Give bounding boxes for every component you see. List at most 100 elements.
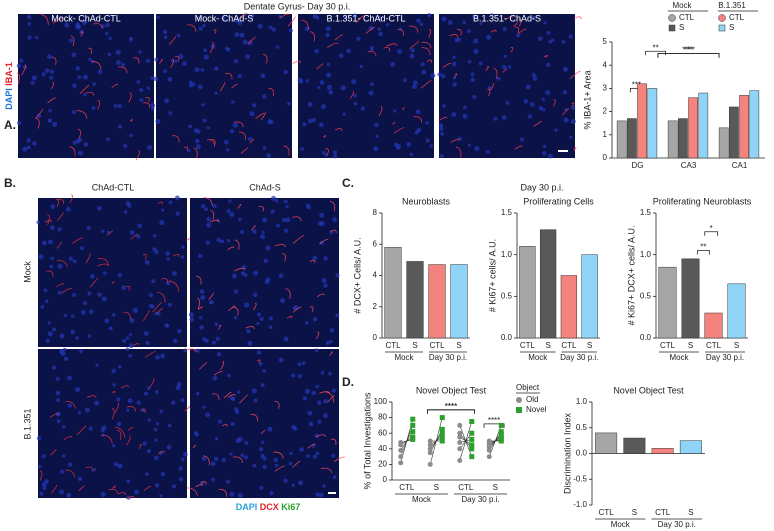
nucleus [38,254,44,260]
nucleus [502,26,507,32]
nucleus [148,292,154,298]
nucleus [212,375,218,381]
point [469,454,475,460]
nucleus [200,204,206,209]
nucleus [101,229,105,233]
bar [698,92,709,159]
nucleus [283,336,289,342]
nucleus [64,22,70,28]
y-tick-label: 3 [603,84,608,93]
nucleus [319,80,325,85]
nucleus [104,318,110,324]
fiber [202,455,210,466]
nucleus [322,484,326,488]
fiber [158,450,165,455]
nucleus [409,53,415,59]
nucleus [274,198,279,203]
nucleus [63,356,69,362]
nucleus [97,206,102,211]
point [427,446,433,452]
nucleus [39,491,44,496]
fiber [543,54,548,58]
fiber [142,254,147,260]
micrograph [292,13,436,159]
nucleus [412,84,417,90]
fiber [450,138,460,143]
fiber [455,146,462,158]
nucleus [300,147,304,151]
nucleus [111,313,116,317]
nucleus [214,456,219,461]
bar [637,83,647,159]
fiber [114,402,119,414]
fiber [325,148,329,155]
fiber [200,481,207,485]
micrograph [188,195,340,347]
nucleus [117,124,123,129]
nucleus [223,139,229,145]
fiber [569,70,581,80]
point [410,429,416,435]
point [498,429,504,435]
panel-label: A. [4,118,16,132]
fiber [378,106,383,117]
nucleus [62,454,66,458]
nucleus [155,390,159,394]
nucleus [40,304,45,309]
fiber [402,107,405,111]
point [439,434,445,440]
bar [428,264,446,339]
nucleus [260,440,265,444]
nucleus [215,336,220,341]
nucleus [237,492,243,499]
fiber [287,16,296,27]
nucleus [113,461,118,467]
nucleus [315,451,320,456]
fiber [126,435,131,446]
nucleus [225,479,231,484]
nucleus [57,290,62,295]
nucleus [331,388,336,393]
bar [384,247,402,339]
nucleus [289,451,293,456]
fiber [237,203,242,209]
nucleus [100,491,106,498]
fiber [57,260,68,268]
nucleus [48,239,53,245]
nucleus [425,138,430,143]
nucleus [107,52,112,57]
legend-label: Old [526,395,538,404]
y-tick-label: 20 [378,460,387,469]
fiber [207,139,215,147]
fiber [245,326,255,330]
fiber [262,53,268,64]
nucleus [72,293,77,298]
nucleus [252,229,257,234]
nucleus [479,21,483,26]
nucleus [467,59,472,64]
point [469,446,475,452]
nucleus [144,391,149,396]
nucleus [247,340,253,346]
nucleus [265,245,271,251]
fiber [56,198,65,205]
fiber [292,235,304,244]
nucleus [261,230,265,234]
fiber [334,34,344,41]
nucleus [82,74,88,80]
nucleus [111,368,117,374]
column-label: ChAd-CTL [92,182,135,192]
nucleus [276,223,280,228]
nucleus [308,421,314,427]
nucleus [415,109,421,115]
x-tick-label: CTL [706,341,722,350]
nucleus [247,136,252,141]
nucleus [538,106,543,111]
nucleus [232,273,237,279]
y-tick-label: 0 [603,153,608,162]
nucleus [125,336,130,340]
nucleus [451,61,457,67]
row-label: B.1.351 [22,408,32,439]
nucleus [305,79,310,83]
nucleus [299,447,304,452]
